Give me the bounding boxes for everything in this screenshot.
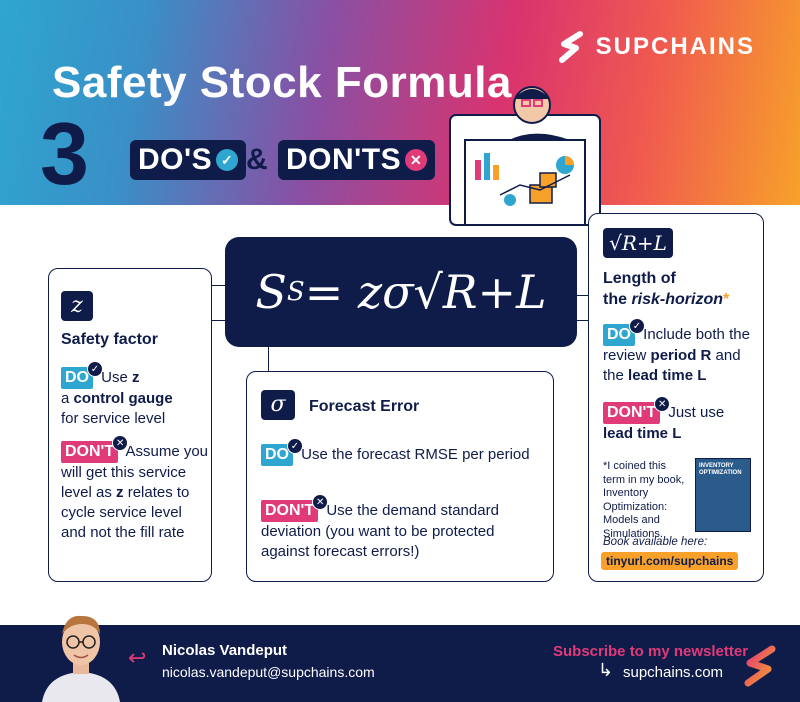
author-name: Nicolas Vandeput	[162, 642, 288, 659]
ampersand: &	[246, 143, 268, 176]
sigma-symbol: σ	[261, 390, 295, 420]
do-tag: DO	[61, 367, 93, 389]
sqrt-rl-symbol: √R+L	[603, 228, 673, 258]
check-icon: ✓	[287, 438, 303, 454]
risk-horizon-dont: DON'T ✕ Just use lead time L	[603, 396, 758, 444]
author-photo	[42, 615, 120, 702]
author-email[interactable]: nicolas.vandeput@supchains.com	[162, 664, 375, 680]
brand-name: SUPCHAINS	[595, 33, 755, 60]
x-icon: ✕	[654, 396, 671, 412]
z-symbol: z	[61, 291, 93, 321]
donts-pill: DON'TS ✕	[278, 140, 436, 180]
footer	[0, 625, 800, 702]
check-icon: ✓	[629, 318, 645, 334]
x-icon: ✕	[405, 149, 428, 171]
newsletter-link[interactable]: supchains.com	[623, 664, 724, 681]
safety-factor-heading: Safety factor	[61, 331, 158, 348]
check-icon: ✓	[216, 149, 239, 171]
arrow-right-icon: ↳	[598, 660, 614, 680]
safety-factor-card: z Safety factor DO ✓ Use z a control gaug…	[48, 268, 212, 582]
arrow-left-icon: ↩	[128, 645, 147, 670]
forecast-error-do: DO ✓ Use the forecast RMSE per period	[261, 438, 543, 466]
x-icon: ✕	[112, 435, 129, 451]
dont-tag: DON'T	[261, 500, 319, 522]
big-number: 3	[40, 104, 89, 203]
do-tag: DO	[261, 444, 293, 466]
book-cover[interactable]: INVENTORY OPTIMIZATION	[695, 458, 751, 532]
forecast-error-heading: Forecast Error	[309, 398, 420, 415]
safety-factor-dont: DON'T ✕ Assume you will get this service …	[61, 435, 209, 543]
page-title: Safety Stock Formula	[52, 58, 512, 107]
dos-pill: DO'S ✓	[130, 140, 247, 180]
dont-tag: DON'T	[603, 402, 661, 424]
subscribe-label: Subscribe to my newsletter	[553, 643, 749, 660]
dont-tag: DON'T	[61, 441, 119, 463]
donts-label: DON'TS	[286, 143, 402, 176]
forecast-error-dont: DON'T ✕ Use the demand standard deviation…	[261, 494, 543, 562]
connector-left-2	[210, 320, 228, 321]
book-link[interactable]: tinyurl.com/supchains	[601, 552, 739, 570]
risk-horizon-heading: Length of the risk-horizon*	[603, 270, 730, 308]
supchains-logo-icon	[558, 31, 583, 63]
connector-mid	[268, 345, 269, 373]
do-tag: DO	[603, 324, 635, 346]
person-chart-illustration	[449, 86, 601, 226]
book-footnote: *I coined this term in my book, Inventor…	[603, 460, 685, 540]
book-available: Book available here:	[603, 536, 708, 548]
connector-right-2	[575, 320, 590, 321]
connector-left	[210, 285, 228, 286]
brand[interactable]: SUPCHAINS	[556, 30, 755, 64]
check-icon: ✓	[87, 361, 103, 377]
dos-label: DO'S	[138, 143, 213, 176]
book-title: INVENTORY OPTIMIZATION	[699, 463, 742, 476]
supchains-footer-logo-icon[interactable]	[742, 645, 780, 687]
connector-right	[575, 295, 590, 296]
safety-factor-do: DO ✓ Use z a control gauge for service le…	[61, 361, 209, 429]
x-icon: ✕	[312, 494, 329, 510]
risk-horizon-card: √R+L Length of the risk-horizon* DO ✓ Inc…	[588, 213, 764, 582]
forecast-error-card: σ Forecast Error DO ✓ Use the forecast RM…	[246, 371, 554, 582]
risk-horizon-do: DO ✓ Include both the review period R and…	[603, 318, 758, 386]
